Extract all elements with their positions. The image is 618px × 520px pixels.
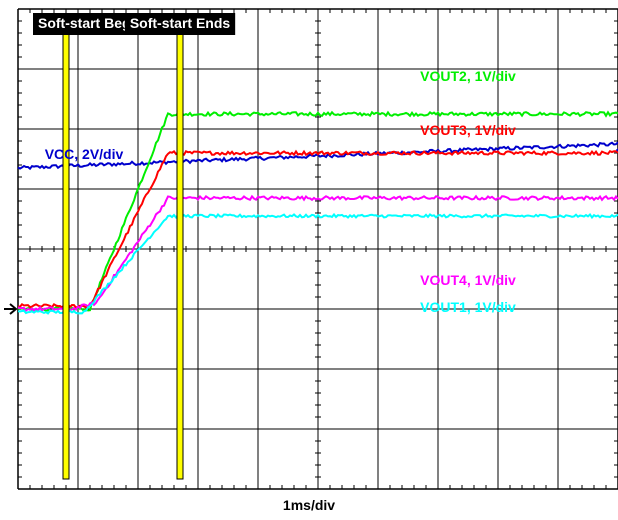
trace-vout4 bbox=[17, 194, 618, 313]
trace-vout3 bbox=[17, 149, 618, 309]
soft-start-marker-label-box bbox=[124, 13, 236, 35]
series-label-group: VOUT2, 1V/div VCC, 2V/div VOUT3, 1V/div VOU… bbox=[45, 68, 516, 315]
trace-vout1 bbox=[17, 212, 618, 315]
series-label: VOUT1, 1V/div bbox=[420, 299, 516, 315]
series-label: VCC, 2V/div bbox=[45, 146, 124, 162]
x-axis-label: 1ms/div bbox=[282, 497, 336, 513]
soft-start-marker-label: Soft-start Begins bbox=[38, 15, 151, 31]
soft-start-marker-bar bbox=[176, 18, 184, 480]
soft-start-marker-bar bbox=[62, 18, 70, 480]
series-label: VOUT4, 1V/div bbox=[420, 272, 516, 288]
graticule bbox=[17, 8, 618, 490]
trace-vout2 bbox=[17, 110, 618, 313]
series-label: VOUT3, 1V/div bbox=[420, 122, 516, 138]
reference-arrow-group bbox=[4, 148, 618, 315]
soft-start-marker-label: Soft-start Ends bbox=[130, 15, 231, 31]
trace-group bbox=[17, 110, 618, 315]
series-label: VOUT2, 1V/div bbox=[420, 68, 516, 84]
ground-reference-arrow bbox=[4, 303, 18, 315]
